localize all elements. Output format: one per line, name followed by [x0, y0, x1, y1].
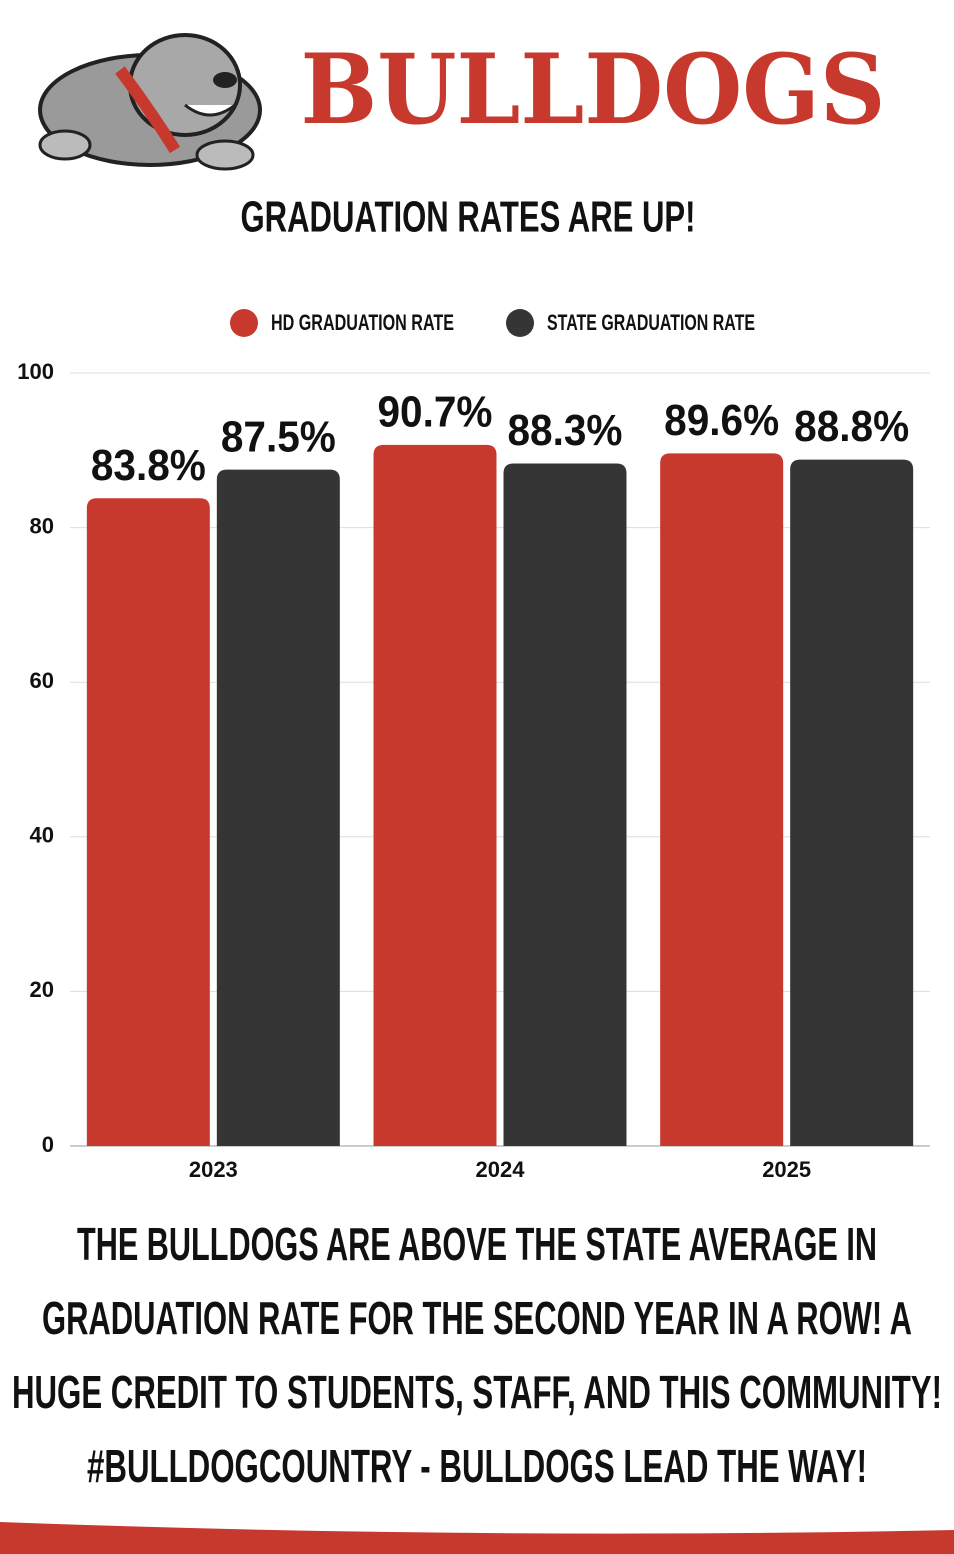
caption-line: THE BULLDOGS ARE ABOVE THE STATE AVERAGE… [77, 1218, 877, 1270]
chart-title: GRADUATION RATES ARE UP! [241, 193, 696, 242]
legend-swatch [230, 309, 258, 337]
bar [660, 453, 784, 1147]
legend-label: HD GRADUATION RATE [271, 310, 454, 335]
bar [503, 463, 627, 1146]
legend-label: STATE GRADUATION RATE [547, 310, 755, 335]
bar [86, 498, 210, 1146]
bar [373, 444, 497, 1146]
footer-swoosh [0, 1522, 954, 1554]
y-tick-label: 60 [30, 668, 54, 693]
y-tick-label: 100 [17, 359, 54, 384]
value-label: 90.7% [378, 388, 493, 437]
brand-title: BULLDOGS [301, 33, 886, 146]
x-tick-label: 2024 [476, 1157, 526, 1182]
value-label: 87.5% [221, 412, 336, 461]
value-label: 88.3% [508, 406, 623, 455]
y-tick-label: 0 [42, 1132, 54, 1157]
bar [790, 459, 914, 1146]
bulldog-logo [38, 33, 262, 171]
value-label: 83.8% [91, 441, 206, 490]
bar [216, 469, 340, 1146]
y-tick-label: 40 [30, 823, 54, 848]
caption-line: HUGE CREDIT TO STUDENTS, STAFF, AND THIS… [12, 1366, 942, 1418]
value-label: 88.8% [794, 402, 909, 451]
value-label: 89.6% [664, 396, 779, 445]
y-tick-label: 80 [30, 513, 54, 538]
caption-line: #BULLDOGCOUNTRY - BULLDOGS LEAD THE WAY! [87, 1440, 867, 1492]
legend-swatch [506, 309, 534, 337]
x-tick-label: 2025 [762, 1157, 811, 1182]
caption-line: GRADUATION RATE FOR THE SECOND YEAR IN A… [42, 1292, 912, 1344]
caption: THE BULLDOGS ARE ABOVE THE STATE AVERAGE… [12, 1218, 942, 1492]
y-tick-label: 20 [30, 977, 54, 1002]
x-tick-label: 2023 [189, 1157, 238, 1182]
chart: 0 20 40 60 80 100 HD GRADUATION RATE STATE GRAD… [17, 309, 930, 1182]
